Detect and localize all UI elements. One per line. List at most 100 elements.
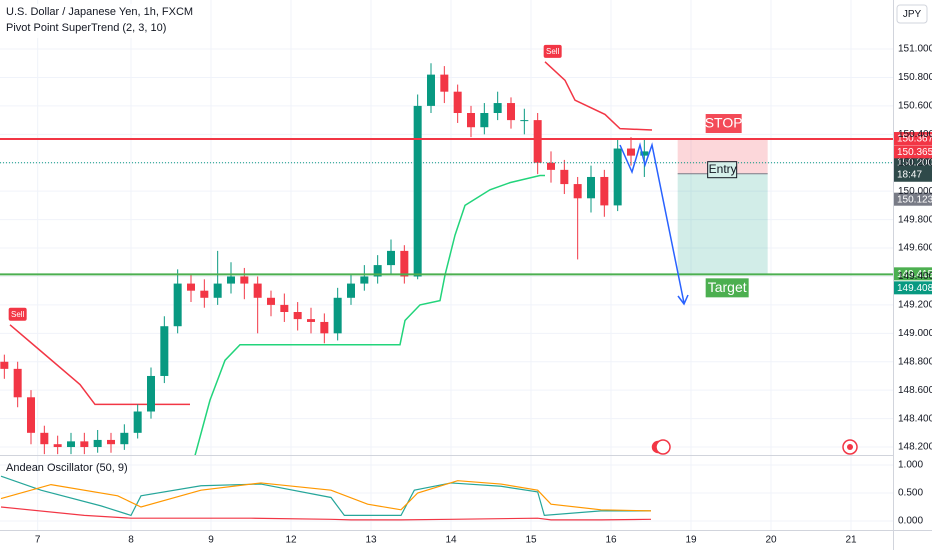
price-tag [894, 281, 932, 295]
candle-body [67, 441, 75, 448]
candle-body [600, 176, 609, 206]
y-tick-label: 150.400 [898, 129, 932, 140]
level-label: 150.367 [897, 134, 932, 145]
y-tick-label: 148.600 [898, 385, 932, 396]
candle-body [173, 283, 182, 327]
sell-signal [8, 307, 27, 321]
candle-body [13, 368, 22, 398]
target-label: Target [708, 279, 747, 295]
candle-body [267, 297, 275, 305]
y-tick-label: 149.800 [898, 214, 932, 225]
candle-body [107, 439, 115, 445]
candle-body [427, 74, 435, 106]
x-tick-label: 13 [365, 535, 377, 546]
candle-body [413, 105, 422, 277]
sell-label: Sell [546, 47, 560, 56]
candle-body [187, 283, 195, 291]
candle-body [347, 283, 355, 298]
y-tick-label: 0.500 [898, 488, 923, 499]
entry-label: Entry [709, 162, 737, 176]
candle-body [307, 319, 315, 322]
oscillator-line [0, 506, 652, 521]
x-tick-label: 8 [128, 535, 134, 546]
oscillator-line [0, 480, 652, 512]
y-tick-label: 149.600 [898, 243, 932, 254]
candle-body [573, 184, 582, 199]
candle-body [280, 304, 289, 313]
plot [0, 0, 893, 530]
y-tick-label: 149.200 [898, 300, 932, 311]
candle-body [120, 432, 129, 445]
candle-body [53, 444, 62, 448]
x-tick-label: 21 [845, 535, 857, 546]
candle-body [533, 120, 542, 163]
candle-body [333, 297, 342, 334]
y-tick-label: 148.400 [898, 413, 932, 424]
y-tick-label: 150.600 [898, 101, 932, 112]
candle-body [493, 103, 502, 114]
x-tick-label: 7 [35, 535, 41, 546]
candle-body [507, 103, 515, 121]
candle-body [80, 441, 89, 448]
legend-bg [6, 4, 206, 38]
candle-body [160, 326, 169, 376]
candle-body [320, 321, 329, 334]
supertrend-line [9, 324, 190, 406]
countdown-label: 18:47 [897, 169, 922, 180]
x-tick-label: 20 [765, 535, 777, 546]
stop-tag [705, 114, 742, 134]
candle-body [440, 74, 449, 92]
candle-body [387, 250, 395, 266]
y-tick-label: 150.000 [898, 186, 932, 197]
level-tag [894, 132, 932, 146]
chart-title: U.S. Dollar / Japanese Yen, 1h, FXCM [6, 6, 193, 18]
event-icon[interactable] [655, 439, 671, 455]
stop-label: STOP [705, 115, 743, 131]
candle-body [293, 312, 302, 320]
event-dot [847, 444, 853, 450]
level-tag [894, 267, 932, 281]
candle-body [40, 432, 49, 445]
candle-body [253, 283, 262, 298]
candle-body [587, 176, 595, 199]
candle-body [133, 411, 142, 433]
sell-label: Sell [11, 310, 25, 319]
entry-tag [707, 161, 738, 179]
currency-button[interactable] [896, 4, 928, 24]
x-tick-label: 9 [208, 535, 214, 546]
x-tick-label: 14 [445, 535, 457, 546]
y-tick-label: 0.000 [898, 516, 923, 527]
candle-body [453, 91, 462, 114]
y-tick-label: 148.800 [898, 356, 932, 367]
y-tick-label: 149.000 [898, 328, 932, 339]
candle-body [547, 162, 555, 170]
candle-body [240, 276, 249, 284]
price-label: 149.408 [897, 283, 932, 294]
supertrend-line [544, 61, 653, 131]
price-label: 150.365 [897, 147, 932, 158]
candle-body [520, 120, 529, 122]
candle-body [360, 276, 369, 284]
y-tick-label: 150.200 [898, 157, 932, 168]
target-zone [677, 173, 768, 275]
supertrend-line [194, 174, 545, 456]
candle-body [400, 250, 409, 277]
candle-body [640, 151, 649, 156]
candle-body [613, 148, 622, 206]
sell-signal [543, 44, 562, 58]
oscillator-title: Andean Oscillator (50, 9) [6, 462, 128, 474]
price-label: 150.123 [897, 194, 932, 205]
level-label: 149.415 [897, 269, 932, 280]
candle-body [0, 361, 9, 369]
arrow-head [677, 294, 689, 306]
candle-body [227, 276, 235, 284]
x-tick-label: 16 [605, 535, 617, 546]
candle-body [373, 265, 382, 277]
target-tag [705, 278, 749, 298]
y-tick-label: 149.400 [898, 271, 932, 282]
price-tag [894, 145, 932, 159]
price-tag [894, 192, 932, 206]
x-tick-label: 15 [525, 535, 537, 546]
candle-body [147, 375, 155, 412]
y-tick-label: 1.000 [898, 460, 923, 471]
